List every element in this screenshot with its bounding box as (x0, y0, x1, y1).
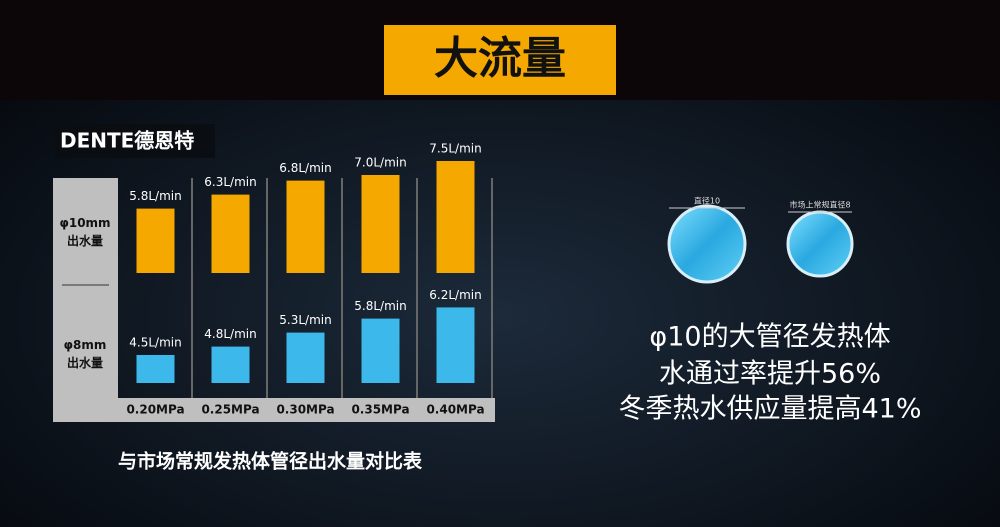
claim: φ10的大管径发热体 (649, 322, 890, 353)
bar (136, 208, 175, 273)
bar (436, 307, 475, 383)
pipe-label: 市场上常规直径8 (789, 200, 850, 210)
brand: DENTE德恩特 (60, 129, 194, 153)
header-box (384, 25, 616, 95)
x-tick-label: 0.35MPa (351, 403, 409, 417)
bar (361, 175, 400, 273)
x-tick-label: 0.20MPa (126, 403, 184, 417)
value-label: 6.2L/min (429, 288, 481, 302)
chart-title: 与市场常规发热体管径出水量对比表 (118, 450, 423, 473)
value-label: 4.8L/min (204, 327, 256, 341)
legend-entry: φ8mm 出水量 (64, 338, 107, 370)
bar (211, 346, 250, 383)
x-tick-label: 0.30MPa (276, 403, 334, 417)
legend-entry: φ10mm 出水量 (59, 216, 110, 248)
logo-box (55, 124, 215, 158)
claim: 水通过率提升56% (659, 359, 881, 390)
header-title: 大流量 (434, 33, 566, 84)
bar (361, 318, 400, 383)
claim: 冬季热水供应量提高41% (618, 394, 921, 425)
value-label: 4.5L/min (129, 336, 181, 350)
value-label: 6.3L/min (204, 175, 256, 189)
value-label: 5.8L/min (354, 299, 406, 313)
row-header-panel (53, 178, 118, 422)
value-label: 6.8L/min (279, 161, 331, 175)
pipe-label: 直径10 (694, 196, 720, 206)
pipe-small (786, 210, 854, 278)
value-label: 5.3L/min (279, 313, 331, 327)
category-strip (53, 398, 495, 422)
pipe-large (667, 204, 747, 284)
value-label: 7.5L/min (429, 142, 481, 156)
bar (211, 194, 250, 273)
bar (286, 332, 325, 383)
bar (286, 180, 325, 273)
bar (136, 355, 175, 383)
pipe-illustration: 直径10 市场上常规直径8 (667, 196, 854, 284)
value-label: 7.0L/min (354, 156, 406, 170)
x-tick-label: 0.25MPa (201, 403, 259, 417)
value-label: 5.8L/min (129, 189, 181, 203)
bar (436, 161, 475, 273)
x-tick-label: 0.40MPa (426, 403, 484, 417)
